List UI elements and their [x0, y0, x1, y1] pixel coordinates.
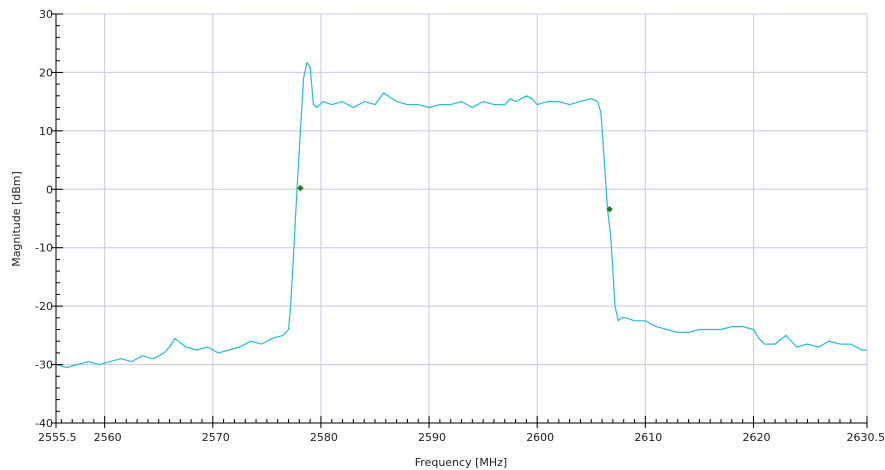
x-tick-label: 2555.5	[38, 431, 77, 444]
x-tick-label: 2630.5	[847, 431, 885, 444]
x-tick-label: 2560	[94, 431, 122, 444]
x-tick-label: 2610	[634, 431, 662, 444]
y-tick-label: 20	[39, 66, 53, 79]
y-tick-label: -30	[35, 359, 53, 372]
y-tick-label: 30	[39, 8, 53, 21]
x-tick-label: 2590	[418, 431, 446, 444]
y-tick-label: -10	[35, 242, 53, 255]
bandwidth-marker	[606, 205, 613, 213]
x-tick-label: 2600	[526, 431, 554, 444]
x-tick-label: 2580	[310, 431, 338, 444]
trace-layer	[55, 61, 867, 369]
y-axis-title: Magnitude [dBm]	[10, 171, 23, 267]
y-tick-label: 0	[46, 183, 53, 196]
marker-layer	[297, 184, 613, 213]
y-tick-label: -40	[35, 417, 53, 430]
grid-lines	[56, 14, 867, 423]
x-tick-label: 2570	[202, 431, 230, 444]
x-axis-title: Frequency [MHz]	[415, 456, 507, 469]
x-tick-label: 2620	[742, 431, 770, 444]
bandwidth-marker	[297, 184, 304, 192]
spectrum-trace	[55, 61, 867, 369]
y-tick-label: 10	[39, 125, 53, 138]
y-tick-label: -20	[35, 300, 53, 313]
